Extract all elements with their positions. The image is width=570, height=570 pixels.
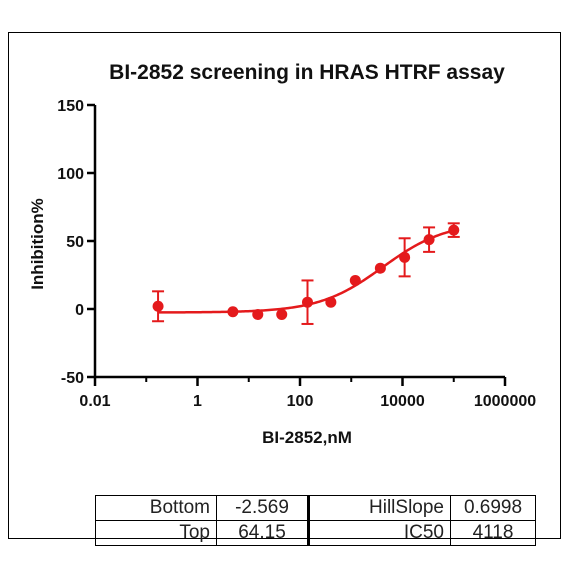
axes: -50 0 50 100 150 0.01 1 100 10000 1000000 [57,98,536,410]
x-tick-label: 100 [287,393,314,410]
y-tick-label: -50 [61,370,84,387]
y-tick-label: 0 [75,302,84,319]
table-cell: Bottom [95,495,217,521]
data-point [374,262,386,274]
table-cell: Top [95,520,217,546]
data-point [252,308,264,320]
y-tick-label: 150 [57,98,84,115]
data-point [399,251,411,263]
x-axis-label: BI-2852,nM [262,428,352,447]
x-tick-label: 1000000 [474,393,536,410]
table-cell: 0.6998 [450,495,536,521]
x-tick-label: 0.01 [79,393,110,410]
fit-parameters-table: Bottom -2.569 HillSlope 0.6998 Top 64.15… [95,495,536,546]
x-tick-label: 10000 [380,393,425,410]
table-row: Top 64.15 IC50 4118 [95,520,536,546]
data-point [301,296,313,308]
chart: BI-2852 screening in HRAS HTRF assay -50… [28,61,536,447]
chart-title: BI-2852 screening in HRAS HTRF assay [109,61,505,84]
table-cell: HillSlope [307,495,451,521]
data-point [276,308,288,320]
data-point [152,300,164,312]
y-axis-label: Inhibition% [28,198,47,290]
data-points-layer [152,222,460,325]
table-cell: 64.15 [216,520,309,546]
data-point [448,224,460,236]
data-point [325,296,337,308]
table-cell: 4118 [450,520,536,546]
y-tick-label: 50 [66,234,84,251]
table-row: Bottom -2.569 HillSlope 0.6998 [95,495,536,521]
table-cell: IC50 [307,520,451,546]
y-tick-label: 100 [57,166,84,183]
data-point [349,274,361,286]
x-tick-label: 1 [193,393,202,410]
table-cell: -2.569 [216,495,309,521]
figure-frame: BI-2852 screening in HRAS HTRF assay -50… [8,32,561,546]
data-point [227,306,239,318]
data-point [423,234,435,246]
